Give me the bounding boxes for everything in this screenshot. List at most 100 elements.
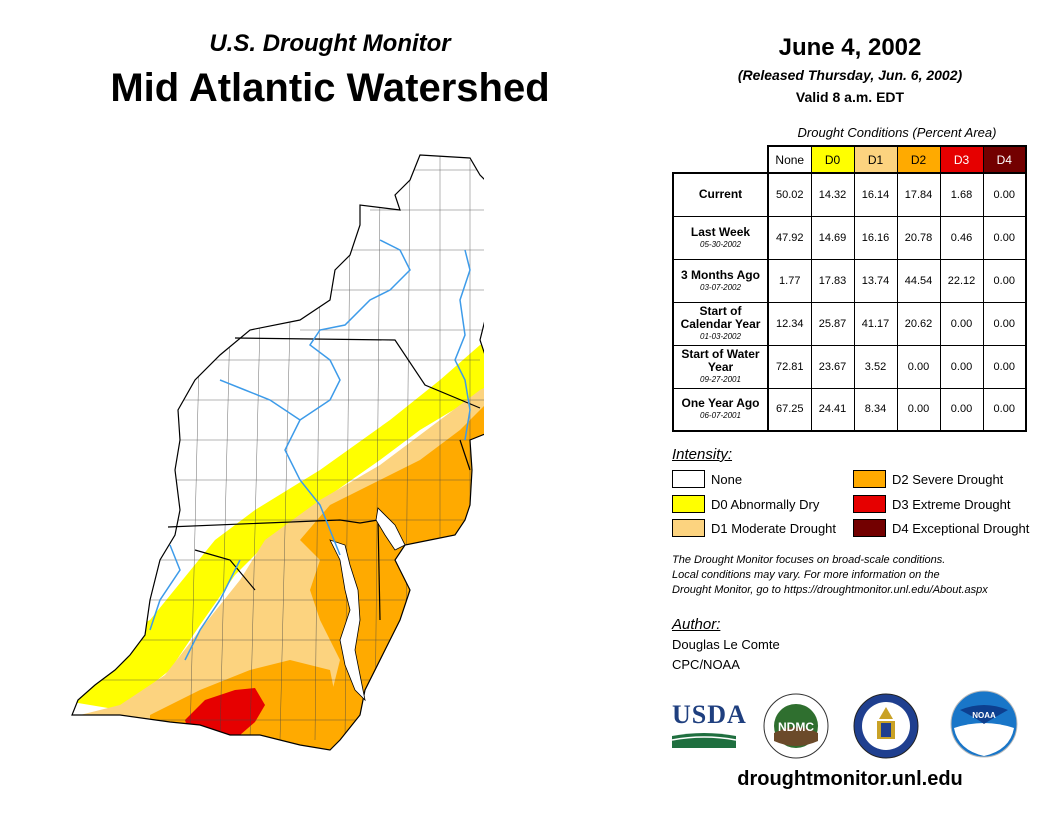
rivers	[149, 239, 471, 661]
release-date: (Released Thursday, Jun. 6, 2002)	[737, 67, 963, 83]
map-subtitle: U.S. Drought Monitor	[209, 30, 451, 57]
cell-3-months-d0: 17.83	[810, 258, 855, 303]
usda-logo-text: USDA	[672, 700, 747, 729]
cell-water-d0: 23.67	[810, 344, 855, 389]
cell-3-months-d2: 44.54	[896, 258, 941, 303]
table-row-water-year: Start of Water Year 09-27-2001 72.81 23.6…	[672, 344, 1027, 389]
cell-water-d4: 0.00	[982, 344, 1027, 389]
table-caption: Drought Conditions (Percent Area)	[797, 125, 997, 140]
cell-water-d2: 0.00	[896, 344, 941, 389]
legend-label-none: None	[711, 471, 743, 487]
author-name: Douglas Le Comte	[672, 637, 780, 652]
row-label-one-year-ago: One Year Ago 06-07-2001	[672, 387, 769, 432]
drought-d0-area	[72, 330, 484, 710]
cell-current-d2: 17.84	[896, 172, 941, 217]
cell-one-year-d3: 0.00	[939, 387, 984, 432]
delaware-bay	[375, 507, 406, 551]
cell-3-months-none: 1.77	[767, 258, 812, 303]
col-header-none: None	[767, 145, 812, 174]
legend-item-none: None	[672, 470, 742, 488]
author-org: CPC/NOAA	[672, 657, 740, 672]
note-line-3: Drought Monitor, go to https://droughtmo…	[672, 584, 988, 596]
table-row-last-week: Last Week 05-30-2002 47.92 14.69 16.16 20…	[672, 215, 1027, 260]
cell-3-months-d3: 22.12	[939, 258, 984, 303]
author-label: Author:	[672, 616, 721, 633]
cell-calendar-d1: 41.17	[853, 301, 898, 346]
drought-d3-area	[185, 688, 265, 735]
noaa-logo: NOAA	[950, 690, 1018, 758]
legend-label-d1: D1 Moderate Drought	[711, 520, 837, 536]
legend-swatch-d4	[853, 519, 886, 537]
drought-stats-table: None D0 D1 D2 D3 D4 Current 50.02 14.32 …	[672, 145, 1027, 432]
cell-last-week-d4: 0.00	[982, 215, 1027, 260]
ndmc-logo-text: NDMC	[778, 720, 814, 734]
cell-last-week-d3: 0.46	[939, 215, 984, 260]
cell-water-none: 72.81	[767, 344, 812, 389]
valid-date: June 4, 2002	[778, 34, 922, 61]
legend-label-d0: D0 Abnormally Dry	[711, 496, 820, 512]
legend-title: Intensity:	[672, 446, 733, 463]
website-url[interactable]: droughtmonitor.unl.edu	[737, 768, 963, 790]
cell-water-d1: 3.52	[853, 344, 898, 389]
note-line-2: Local conditions may vary. For more info…	[672, 569, 940, 581]
legend-label-d4: D4 Exceptional Drought	[892, 520, 1030, 536]
drought-map	[71, 154, 484, 751]
noaa-logo-text: NOAA	[972, 711, 996, 720]
legend-item-d3: D3 Extreme Drought	[853, 495, 1011, 513]
cell-calendar-d0: 25.87	[810, 301, 855, 346]
table-corner	[673, 146, 768, 173]
usda-logo: USDA	[671, 700, 747, 748]
row-label-last-week: Last Week 05-30-2002	[672, 215, 769, 260]
cell-one-year-d4: 0.00	[982, 387, 1027, 432]
col-header-d2: D2	[896, 145, 941, 174]
table-row-3-months-ago: 3 Months Ago 03-07-2002 1.77 17.83 13.74 …	[672, 258, 1027, 303]
col-header-d3: D3	[939, 145, 984, 174]
cell-current-none: 50.02	[767, 172, 812, 217]
col-header-d0: D0	[810, 145, 855, 174]
cell-water-d3: 0.00	[939, 344, 984, 389]
chesapeake-bay	[329, 539, 366, 702]
table-row-one-year-ago: One Year Ago 06-07-2001 67.25 24.41 8.34 …	[672, 387, 1027, 432]
commerce-seal	[853, 693, 919, 759]
col-header-d1: D1	[853, 145, 898, 174]
row-label-current: Current	[672, 172, 769, 217]
cell-calendar-d3: 0.00	[939, 301, 984, 346]
legend-swatch-d0	[672, 495, 705, 513]
cell-calendar-d2: 20.62	[896, 301, 941, 346]
cell-last-week-d0: 14.69	[810, 215, 855, 260]
disclaimer-note: The Drought Monitor focuses on broad-sca…	[672, 553, 1052, 598]
row-label-water-year: Start of Water Year 09-27-2001	[672, 344, 769, 389]
col-header-d4: D4	[982, 145, 1027, 174]
legend-swatch-d1	[672, 519, 705, 537]
state-borders	[167, 337, 481, 621]
legend-item-d1: D1 Moderate Drought	[672, 519, 836, 537]
cell-one-year-d0: 24.41	[810, 387, 855, 432]
cell-current-d1: 16.14	[853, 172, 898, 217]
cell-3-months-d1: 13.74	[853, 258, 898, 303]
cell-current-d0: 14.32	[810, 172, 855, 217]
row-label-3-months-ago: 3 Months Ago 03-07-2002	[672, 258, 769, 303]
cell-last-week-d1: 16.16	[853, 215, 898, 260]
row-label-calendar-year: Start of Calendar Year 01-03-2002	[672, 301, 769, 346]
ndmc-logo: NDMC	[763, 693, 829, 759]
county-lines	[80, 155, 484, 741]
cell-last-week-none: 47.92	[767, 215, 812, 260]
table-header-row: None D0 D1 D2 D3 D4	[673, 145, 1027, 174]
cell-3-months-d4: 0.00	[982, 258, 1027, 303]
cell-last-week-d2: 20.78	[896, 215, 941, 260]
legend-item-d2: D2 Severe Drought	[853, 470, 1003, 488]
legend-swatch-d3	[853, 495, 886, 513]
legend-swatch-none	[672, 470, 705, 488]
legend-item-d0: D0 Abnormally Dry	[672, 495, 819, 513]
table-row-calendar-year: Start of Calendar Year 01-03-2002 12.34 2…	[672, 301, 1027, 346]
cell-current-d4: 0.00	[982, 172, 1027, 217]
legend-label-d3: D3 Extreme Drought	[892, 496, 1011, 512]
table-row-current: Current 50.02 14.32 16.14 17.84 1.68 0.0…	[672, 172, 1027, 217]
note-line-1: The Drought Monitor focuses on broad-sca…	[672, 554, 946, 566]
cell-calendar-d4: 0.00	[982, 301, 1027, 346]
cell-one-year-none: 67.25	[767, 387, 812, 432]
valid-time: Valid 8 a.m. EDT	[795, 89, 905, 105]
legend-item-d4: D4 Exceptional Drought	[853, 519, 1029, 537]
legend-swatch-d2	[853, 470, 886, 488]
cell-one-year-d2: 0.00	[896, 387, 941, 432]
